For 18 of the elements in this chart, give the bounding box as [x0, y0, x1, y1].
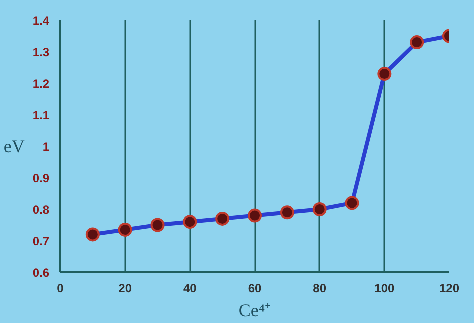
x-tick-label: 40 — [183, 282, 198, 296]
y-tick-label: 1 — [42, 140, 50, 154]
y-tick-label: 0.9 — [32, 172, 50, 186]
y-tick-label: 0.8 — [32, 203, 50, 217]
y-tick-label: 1.2 — [32, 77, 50, 91]
x-tick-label: 120 — [439, 282, 460, 296]
x-tick-label: 80 — [313, 282, 327, 296]
x-tick-label: 0 — [57, 282, 64, 296]
y-tick-label: 1.1 — [32, 108, 50, 122]
x-tick-label: 20 — [118, 282, 132, 296]
y-tick-label: 1.4 — [32, 14, 50, 28]
x-tick-label: 100 — [374, 282, 396, 296]
x-axis-title: Ce⁴⁺ — [238, 300, 272, 320]
y-axis-title: eV — [4, 136, 25, 156]
y-tick-label: 0.7 — [32, 234, 50, 248]
y-tick-label: 1.3 — [32, 46, 50, 60]
y-tick-label: 0.6 — [32, 266, 50, 280]
x-tick-label: 60 — [248, 282, 262, 296]
